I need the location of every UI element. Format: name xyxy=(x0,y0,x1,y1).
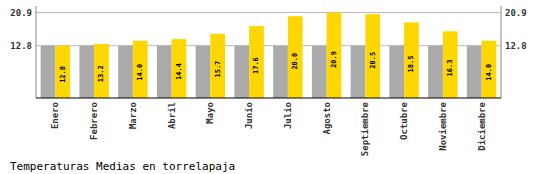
bar xyxy=(196,46,211,98)
bar xyxy=(312,46,327,98)
bar xyxy=(482,41,497,98)
data-label: 20.0 xyxy=(291,53,299,70)
x-axis-line xyxy=(36,97,501,98)
bar xyxy=(443,31,458,98)
bar xyxy=(41,46,56,98)
data-label: 17.6 xyxy=(252,57,260,74)
data-label: 20.5 xyxy=(369,52,377,69)
data-label: 12.8 xyxy=(59,66,67,83)
chart-container: 12.8 13.2 14.0 14.4 15.7 17.6 20.0 20.9 20.5 18.5… xyxy=(0,0,537,174)
bar xyxy=(273,46,288,98)
bar xyxy=(210,34,225,98)
bar xyxy=(55,46,70,98)
data-label: 18.5 xyxy=(407,56,415,73)
bar xyxy=(234,46,249,98)
data-label: 16.3 xyxy=(446,60,454,77)
y2-tick-label: 20.9 xyxy=(505,8,527,18)
x-tick-label: Enero xyxy=(50,102,60,129)
chart-svg: 12.8 13.2 14.0 14.4 15.7 17.6 20.0 20.9 20.5 18.5… xyxy=(0,0,537,174)
x-tick-label: Noviembre xyxy=(438,101,448,150)
x-tick-label: Agosto xyxy=(322,102,332,135)
data-label: 13.2 xyxy=(97,65,105,82)
x-tick-label: Marzo xyxy=(128,102,138,129)
x-tick-label: Julio xyxy=(283,102,293,129)
data-label: 20.9 xyxy=(330,51,338,68)
title: Temperaturas Medias en torrelapaja xyxy=(10,160,235,173)
data-label: 14.4 xyxy=(175,63,183,80)
bar xyxy=(249,26,264,98)
bar xyxy=(94,44,109,98)
bar xyxy=(133,41,148,98)
x-tick-label: Mayo xyxy=(205,102,215,124)
bar xyxy=(157,46,172,98)
bar xyxy=(118,46,133,98)
x-tick-label: Junio xyxy=(244,102,254,129)
y2-axis-line xyxy=(501,6,502,98)
bar xyxy=(404,22,419,98)
y2-tick-label: 12.8 xyxy=(505,41,527,51)
bar xyxy=(351,46,366,98)
x-tick-label: Diciembre xyxy=(477,101,487,150)
bar xyxy=(389,46,404,98)
bar xyxy=(428,46,443,98)
x-tick-label: Febrero xyxy=(89,102,99,140)
bar xyxy=(79,46,94,98)
x-tick-label: Septiembre xyxy=(360,101,370,156)
data-label: 14.0 xyxy=(485,64,493,81)
x-tick-label: Octubre xyxy=(399,101,409,140)
bar xyxy=(365,14,380,98)
bar xyxy=(467,46,482,98)
x-tick-label: Abril xyxy=(167,102,177,129)
bars xyxy=(41,13,497,98)
y-tick-label: 12.8 xyxy=(10,41,32,51)
y-tick-label: 20.9 xyxy=(10,8,32,18)
data-label: 14.0 xyxy=(136,64,144,81)
bar xyxy=(172,39,187,98)
y-axis-line xyxy=(36,6,37,98)
bar xyxy=(327,13,342,98)
grid-line xyxy=(36,12,501,13)
bar xyxy=(288,16,303,98)
data-label: 15.7 xyxy=(214,61,222,78)
